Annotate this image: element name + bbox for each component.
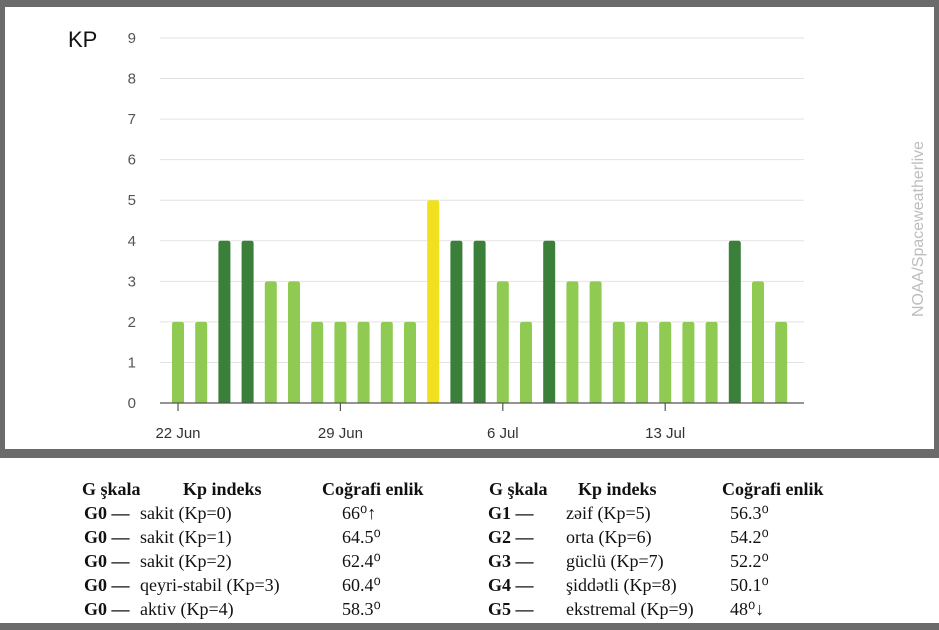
latitude-value: 62.4⁰ [342,551,381,571]
legend-header: Kp indeks [578,479,657,499]
legend-header: Coğrafi enlik [322,479,424,499]
kp-bar [752,281,764,403]
dash-separator: — [511,527,534,547]
latitude-value: 54.2⁰ [730,527,769,547]
kp-description: sakit (Kp=2) [140,551,232,571]
y-tick-label: 9 [128,30,136,47]
kp-bar [241,240,254,403]
latitude-value: 52.2⁰ [730,551,769,571]
g-scale-code: G0 — [84,527,130,547]
y-tick-label: 3 [128,273,136,290]
latitude-value: 66⁰↑ [342,503,377,523]
kp-bar [380,321,393,403]
kp-bar [218,240,231,403]
dash-separator: — [511,503,534,523]
dash-separator: — [107,575,130,595]
kp-bar [589,281,602,403]
kp-bar [636,321,648,403]
x-tick-label: 13 Jul [645,425,685,442]
g-scale-code: G4 — [488,575,534,595]
y-tick-label: 1 [128,354,136,371]
kp-bar [311,321,324,403]
kp-bar [543,240,556,403]
y-tick-label: 2 [128,314,136,331]
kp-bar [172,321,184,403]
y-tick-label: 4 [128,233,136,250]
kp-description: aktiv (Kp=4) [140,599,234,619]
kp-bar [288,281,300,403]
kp-bar [334,321,347,403]
g-scale-code: G5 — [488,599,534,619]
latitude-value: 58.3⁰ [342,599,381,619]
latitude-value: 56.3⁰ [730,503,769,523]
y-axis-ticks: 0 1 2 3 4 5 6 7 8 9 [128,30,136,412]
dash-separator: — [511,551,534,571]
kp-bar [473,240,486,403]
g-scale-code: G3 — [488,551,534,571]
watermark: NOAA/Spaceweatherlive [910,141,927,317]
kp-bar [520,321,532,403]
kp-bar [705,321,718,403]
y-tick-label: 0 [128,395,136,412]
kp-bar [659,321,672,403]
g-scale-code: G0 — [84,575,130,595]
legend-header: G şkala [82,479,141,499]
kp-description: sakit (Kp=1) [140,527,232,547]
kp-bar [566,281,579,403]
kp-description: orta (Kp=6) [566,527,652,547]
latitude-value: 60.4⁰ [342,575,381,595]
g-scale-code: G2 — [488,527,534,547]
y-axis-label: KP [68,27,97,52]
kp-bar [682,321,695,403]
x-tick-label: 6 Jul [487,425,519,442]
kp-bar [264,281,277,403]
kp-bar [404,321,416,403]
kp-bar [450,240,463,403]
x-tick-label: 22 Jun [155,425,200,442]
kp-bar [612,321,625,403]
latitude-value: 50.1⁰ [730,575,769,595]
kp-description: şiddətli (Kp=8) [566,575,677,595]
y-tick-label: 7 [128,111,136,128]
kp-bar [728,240,741,403]
bars [172,200,788,403]
kp-bar-chart: 0 1 2 3 4 5 6 7 8 9 22 Jun 29 Jun 6 Jul 13 Jul KP NO… [68,27,927,442]
kp-description: ekstremal (Kp=9) [566,599,694,619]
g-scale-code: G0 — [84,551,130,571]
kp-description: güclü (Kp=7) [566,551,664,571]
g-scale-code: G0 — [84,599,130,619]
g-scale-legend: G şkala Kp indeks Coğrafi enlik G0 — sakit (… [0,458,939,623]
g-scale-code: G0 — [84,503,130,523]
x-tick-label: 29 Jun [318,425,363,442]
kp-description: sakit (Kp=0) [140,503,232,523]
kp-bar [357,321,370,403]
kp-bar [195,321,208,403]
kp-bar [427,200,440,403]
legend-header: G şkala [489,479,548,499]
g-scale-code: G1 — [488,503,534,523]
latitude-value: 48⁰↓ [730,599,765,619]
x-axis-ticks: 22 Jun 29 Jun 6 Jul 13 Jul [155,403,685,442]
kp-description: qeyri-stabil (Kp=3) [140,575,280,595]
dash-separator: — [511,599,534,619]
dash-separator: — [107,551,130,571]
dash-separator: — [107,503,130,523]
latitude-value: 64.5⁰ [342,527,381,547]
kp-bar [775,321,788,403]
kp-bar [496,281,509,403]
legend-header: Coğrafi enlik [722,479,824,499]
dash-separator: — [511,575,534,595]
chart-panel: 0 1 2 3 4 5 6 7 8 9 22 Jun 29 Jun 6 Jul 13 Jul KP NO… [5,7,934,449]
y-tick-label: 6 [128,152,136,169]
y-tick-label: 8 [128,71,136,88]
legend-header: Kp indeks [183,479,262,499]
dash-separator: — [107,527,130,547]
kp-description: zəif (Kp=5) [566,503,651,523]
dash-separator: — [107,599,130,619]
y-tick-label: 5 [128,192,136,209]
